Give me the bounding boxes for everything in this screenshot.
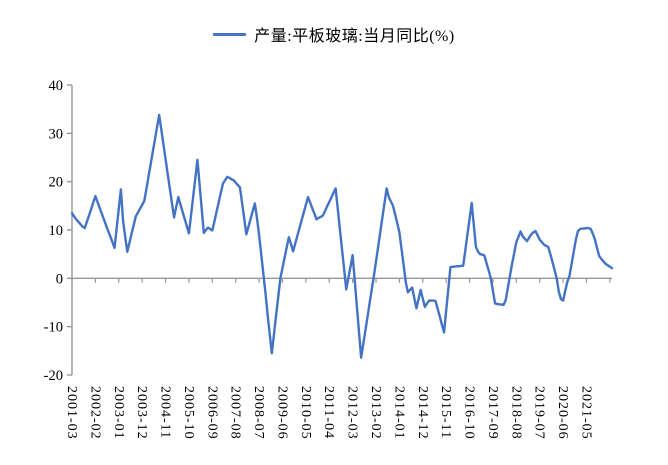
x-tick-label: 2014-01 [391,386,406,440]
chart-legend: 产量:平板玻璃:当月同比(%) [0,22,668,46]
legend-line-swatch [213,32,247,36]
x-tick-label: 2016-10 [462,386,477,440]
x-tick-label: 2003-12 [134,386,149,440]
y-tick-label: -20 [44,368,63,384]
y-tick-label: 30 [49,126,64,142]
x-tick-label: 2005-10 [181,386,196,440]
y-tick-label: 10 [49,223,64,239]
x-tick-label: 2010-05 [298,386,313,440]
x-tick-label: 2015-11 [438,386,453,439]
x-tick-label: 2021-05 [578,386,593,440]
x-tick-label: 2012-03 [345,386,360,440]
x-tick-label: 2003-01 [111,386,126,440]
x-tick-label: 2014-12 [415,386,430,440]
y-tick-label: 20 [49,175,64,191]
x-tick-label: 2007-08 [228,386,243,440]
series-line-flat-glass-yoy [70,113,614,359]
x-tick-label: 2001-03 [64,386,79,440]
y-tick-label: 0 [56,271,63,287]
x-tick-label: 2008-07 [251,386,266,440]
y-tick-label: -10 [44,320,63,336]
y-tick-label: 40 [49,78,64,94]
x-tick-label: 2020-06 [555,386,570,440]
x-tick-label: 2018-08 [508,386,523,440]
x-tick-label: 2019-07 [532,386,547,440]
x-tick-label: 2004-11 [158,386,173,439]
legend-series-label: 产量:平板玻璃:当月同比(%) [254,28,455,45]
x-tick-label: 2002-02 [87,386,102,440]
x-tick-label: 2017-09 [485,386,500,440]
x-tick-label: 2009-06 [274,386,289,440]
x-tick-label: 2013-02 [368,386,383,440]
x-tick-label: 2006-09 [204,386,219,440]
x-tick-label: 2011-04 [321,386,336,439]
